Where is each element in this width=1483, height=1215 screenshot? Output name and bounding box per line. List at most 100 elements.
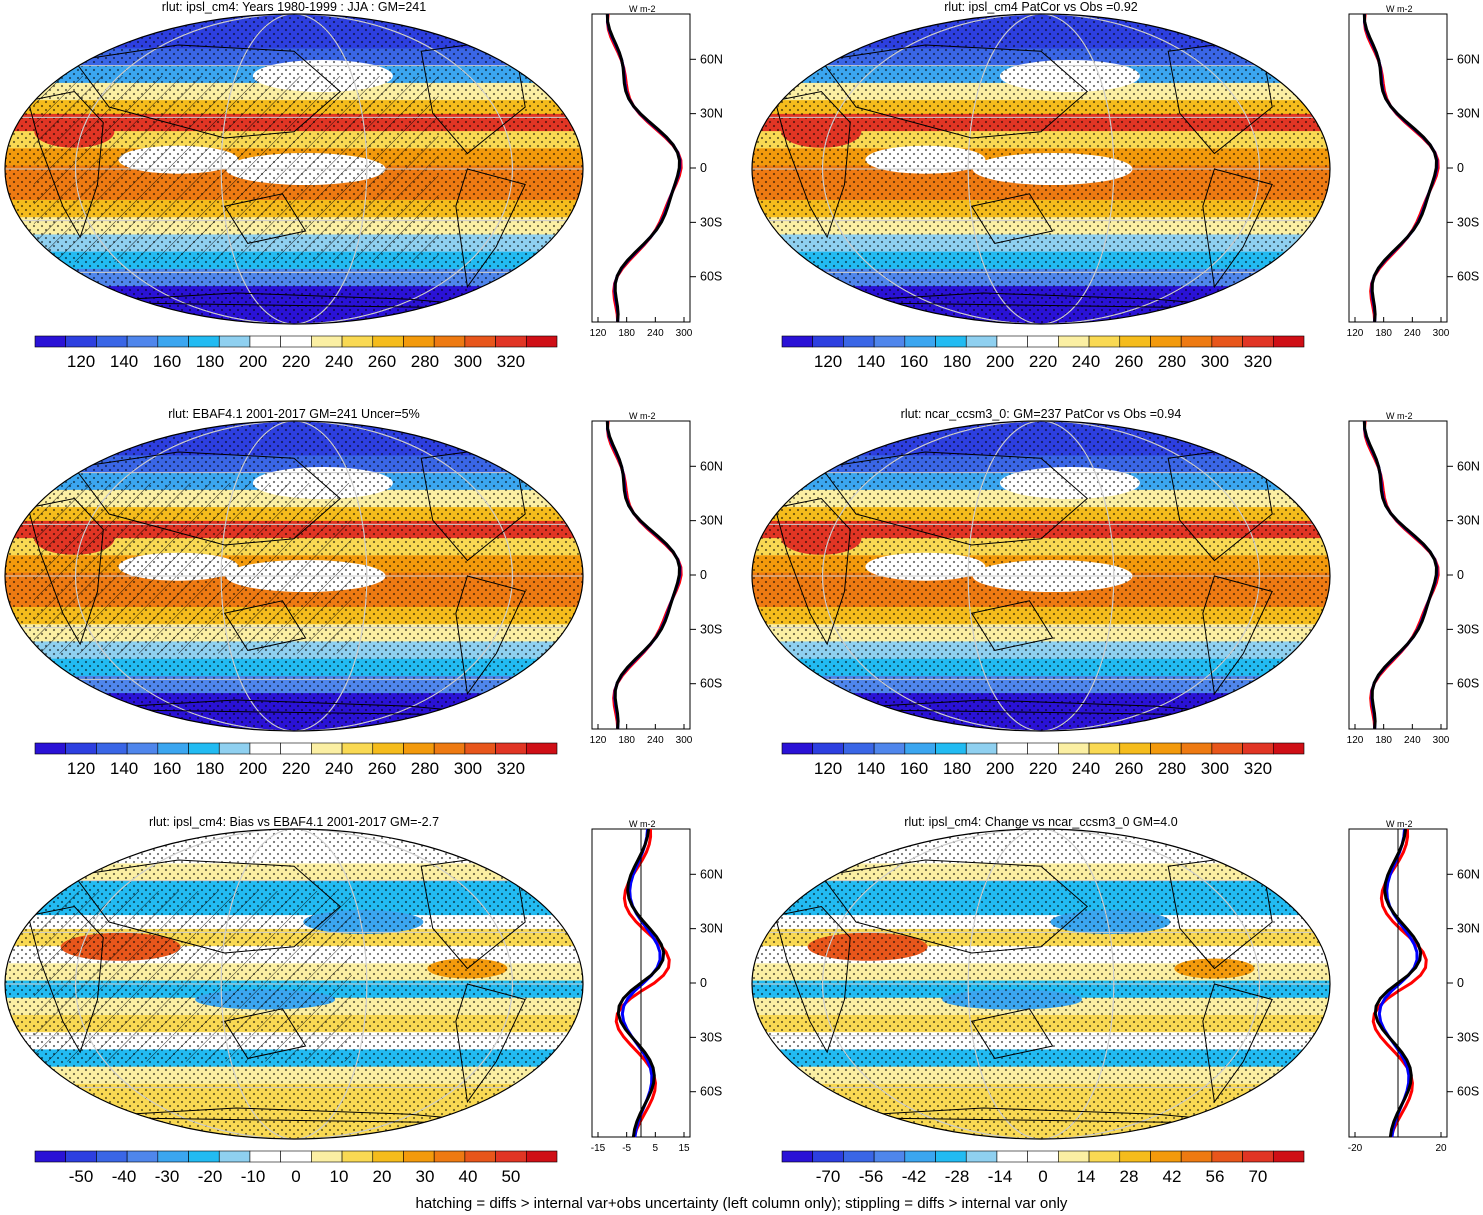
profile-ytick-label: 30S: [1457, 1030, 1479, 1044]
colorbar-cell: [1272, 335, 1305, 348]
coastline: [970, 1008, 1054, 1059]
profile-xtick-label: 240: [647, 735, 664, 746]
coastline: [774, 905, 851, 1054]
colorbar-tick-label: 260: [368, 352, 396, 371]
colorbar-tick-label: 320: [497, 352, 525, 371]
profile-ytick-label: 30N: [700, 107, 723, 121]
colorbar-cell: [96, 742, 128, 755]
colorbar-tick-label: 42: [1163, 1167, 1182, 1186]
coastlines: [27, 38, 526, 309]
graticule-lon: [220, 421, 368, 731]
profile-xtick-label: 300: [1433, 735, 1450, 746]
colorbar: 120 140 160 180 200 220 240 260 280 300 320: [34, 335, 558, 371]
colorbar-tick-label: 180: [196, 759, 224, 778]
colorbar-cell: [812, 1150, 844, 1163]
profile-xtick-label: 120: [590, 735, 607, 746]
graticule-lon: [75, 829, 513, 1139]
profile-ytick-label: 60N: [1457, 867, 1480, 881]
profile-xtick-label: 15: [678, 1143, 690, 1154]
panel-6: rlut: ipsl_cm4: Change vs ncar_ccsm3_0 G…: [751, 815, 1480, 1186]
profile-ytick-label: 30N: [1457, 514, 1480, 528]
map-field: [752, 14, 1330, 324]
colorbar-tick-label: 14: [1077, 1167, 1096, 1186]
colorbar-tick-label: -56: [859, 1167, 884, 1186]
colorbar-tick-label: 120: [67, 759, 95, 778]
colorbar-cell: [157, 742, 189, 755]
colorbar-cell: [341, 1150, 374, 1163]
map-outline: [4, 13, 584, 325]
colorbar-cell: [249, 742, 281, 755]
colorbar-tick-label: 200: [239, 759, 267, 778]
profile-xtick-label: 240: [1404, 735, 1421, 746]
colorbar-tick-label: 140: [857, 352, 885, 371]
profile-xtick-label: 180: [618, 735, 635, 746]
colorbar-cell: [935, 1150, 967, 1163]
colorbar-cell: [965, 742, 998, 755]
profile-ytick-label: 30S: [1457, 622, 1479, 636]
colorbar-cell: [781, 1150, 814, 1163]
graticule-lon: [75, 421, 513, 731]
graticule-lon: [967, 14, 1115, 324]
colorbar-cell: [433, 742, 466, 755]
profile-unit-label: W m-2: [1386, 4, 1413, 14]
colorbar-cell: [1150, 742, 1182, 755]
panel-title: rlut: ipsl_cm4 PatCor vs Obs =0.92: [944, 0, 1138, 14]
colorbar-tick-label: 320: [1244, 759, 1272, 778]
colorbar-cell: [1211, 1150, 1243, 1163]
profile-xtick-label: 120: [590, 328, 607, 339]
colorbar-tick-label: 180: [943, 352, 971, 371]
profile-frame: [1348, 420, 1448, 730]
colorbar-tick-label: 10: [330, 1167, 349, 1186]
profile-ytick-label: 60N: [700, 867, 723, 881]
zonal-profile: W m-2 60N 30N 0 30S 60S 120 180 240 300: [1347, 4, 1480, 339]
colorbar-cell: [996, 742, 1028, 755]
panel-title: rlut: ipsl_cm4: Bias vs EBAF4.1 2001-201…: [149, 815, 439, 829]
panel-title: rlut: EBAF4.1 2001-2017 GM=241 Uncer=5%: [168, 407, 420, 421]
coastline: [223, 193, 307, 244]
coastline: [74, 1107, 514, 1124]
colorbar-cell: [464, 335, 496, 348]
profile-ytick-label: 30S: [700, 1030, 722, 1044]
coastline: [455, 168, 526, 289]
coastline: [74, 699, 514, 716]
profile-unit-label: W m-2: [1386, 819, 1413, 829]
figure-footnote: hatching = diffs > internal var+obs unce…: [415, 1195, 1068, 1212]
colorbar-cell: [525, 335, 558, 348]
colorbar-tick-label: 240: [1072, 352, 1100, 371]
colorbar-cell: [495, 335, 527, 348]
colorbar-tick-label: 50: [501, 1167, 520, 1186]
colorbar-tick-label: 260: [368, 759, 396, 778]
colorbar-cell: [873, 742, 906, 755]
coastline: [1202, 575, 1273, 696]
profile-xtick-label: 120: [1347, 328, 1364, 339]
colorbar-cell: [34, 1150, 67, 1163]
colorbar-cell: [188, 742, 220, 755]
colorbar-cell: [495, 742, 527, 755]
profile-xtick-label: 180: [1375, 735, 1392, 746]
colorbar-cell: [218, 1150, 251, 1163]
profile-xtick-label: 240: [647, 328, 664, 339]
panel-title: rlut: ipsl_cm4: Change vs ncar_ccsm3_0 G…: [904, 815, 1177, 829]
colorbar: -70 -56 -42 -28 -14 0 14 28 42 56 70: [781, 1150, 1305, 1186]
colorbar-cell: [96, 335, 128, 348]
panel-4: rlut: ncar_ccsm3_0: GM=237 PatCor vs Obs…: [751, 407, 1480, 778]
colorbar-tick-label: 120: [814, 759, 842, 778]
colorbar-tick-label: 140: [857, 759, 885, 778]
profile-ref-line: [1362, 13, 1438, 323]
graticule-lon: [967, 421, 1115, 731]
profile-xtick-label: 180: [618, 328, 635, 339]
profile-xtick-label: 20: [1435, 1143, 1447, 1154]
profile-xtick-label: 300: [676, 328, 693, 339]
map-outline: [4, 828, 584, 1140]
colorbar-cell: [965, 335, 998, 348]
colorbar-tick-label: -50: [69, 1167, 94, 1186]
colorbar-cell: [249, 335, 281, 348]
colorbar-cell: [873, 335, 906, 348]
coastline: [27, 905, 104, 1054]
colorbar-cell: [280, 335, 312, 348]
colorbar-tick-label: 240: [325, 759, 353, 778]
colorbar-tick-label: 30: [416, 1167, 435, 1186]
colorbar-tick-label: -30: [155, 1167, 180, 1186]
colorbar-tick-label: 220: [1029, 352, 1057, 371]
coastline: [73, 859, 342, 954]
